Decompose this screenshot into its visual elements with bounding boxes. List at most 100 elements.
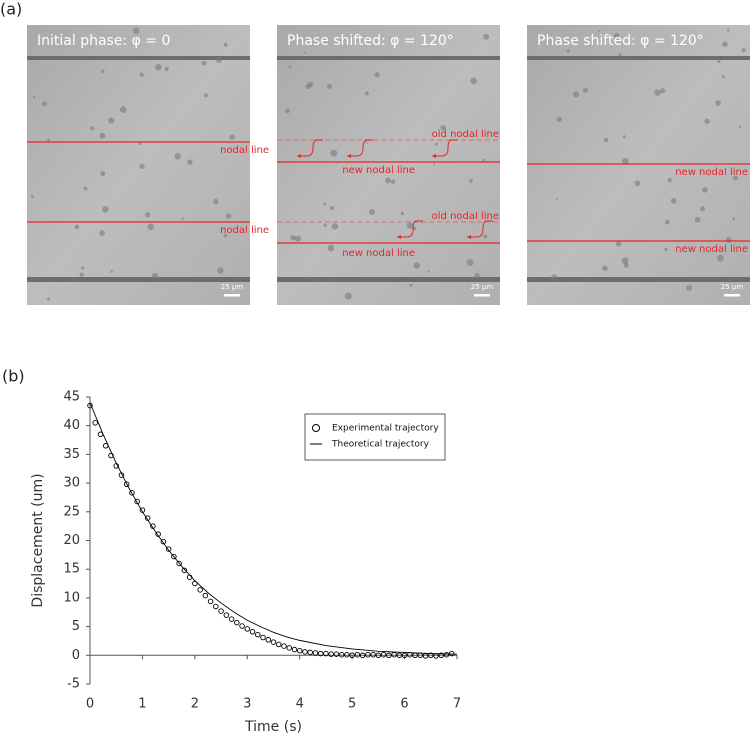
particle (664, 219, 670, 225)
data-point (129, 490, 135, 496)
image-title: Phase shifted: φ = 120° (287, 33, 454, 49)
particle (555, 198, 558, 201)
panel-label: (b) (2, 367, 25, 386)
particle (164, 66, 169, 72)
particle (223, 42, 228, 47)
particle (667, 177, 672, 183)
particle (725, 237, 732, 243)
legend-label: Theoretical trajectory (331, 440, 430, 450)
particle (323, 223, 327, 227)
data-point (92, 420, 98, 426)
particle (138, 142, 142, 146)
data-point (286, 645, 292, 651)
data-point (291, 646, 298, 653)
image-title: Phase shifted: φ = 120° (537, 33, 704, 49)
channel-wall (277, 277, 500, 282)
particle (686, 284, 693, 291)
data-point (428, 652, 434, 659)
micrograph: Phase shifted: φ = 120° new nodal line new… (527, 25, 750, 305)
particle (427, 270, 430, 273)
data-point (160, 538, 167, 545)
particle (470, 77, 478, 85)
data-point (239, 623, 245, 629)
particle (704, 118, 710, 124)
channel-wall (277, 56, 500, 60)
data-point (302, 649, 308, 655)
particle (42, 101, 47, 107)
annotation: old nodal line (432, 211, 499, 222)
particle (364, 91, 369, 96)
arrow-head (432, 154, 436, 158)
particle (566, 49, 571, 53)
particle (217, 267, 224, 274)
particle (618, 53, 622, 57)
particle (223, 233, 228, 238)
legend-symbol (312, 424, 320, 432)
panel-label: (a) (0, 0, 22, 19)
particle (344, 292, 352, 300)
y-tick-label: 25 (63, 504, 80, 519)
particle (47, 138, 50, 142)
particle (83, 186, 88, 191)
shift-arrow (347, 139, 373, 157)
particle (327, 244, 335, 252)
data-point (438, 652, 445, 659)
particle (90, 126, 95, 131)
y-tick-label: 15 (63, 562, 80, 577)
shift-arrow (397, 220, 423, 238)
particle (702, 186, 708, 193)
trend-line (89, 402, 458, 655)
particle (726, 29, 730, 32)
x-tick-label: 3 (243, 697, 251, 712)
y-tick-label: 10 (63, 590, 80, 605)
particle (154, 63, 162, 71)
arrow-head (397, 235, 401, 239)
y-tick-label: -5 (67, 677, 80, 692)
particle (323, 202, 326, 206)
channel-wall (27, 277, 250, 282)
data-point (422, 653, 429, 659)
data-point (359, 652, 366, 659)
particle (732, 217, 736, 221)
y-tick-label: 20 (63, 533, 80, 548)
particle (33, 95, 36, 99)
data-point (380, 651, 387, 658)
particle (556, 116, 563, 123)
data-point (171, 553, 177, 560)
particle (30, 194, 34, 199)
particle (331, 223, 339, 230)
annotation: new nodal line (675, 244, 748, 255)
data-point (207, 598, 214, 605)
particle (119, 106, 127, 113)
y-axis-title: Displacement (um) (30, 473, 46, 607)
y-tick-label: 40 (63, 418, 80, 433)
particle (213, 198, 219, 205)
particle (305, 84, 311, 90)
data-point (270, 639, 277, 645)
data-point (349, 652, 355, 659)
data-point (123, 481, 130, 487)
scale-label: 25 µm (471, 283, 494, 291)
particle (440, 124, 447, 131)
image-background (527, 25, 750, 305)
data-point (249, 629, 256, 635)
data-point (312, 650, 319, 656)
particle (738, 125, 741, 128)
data-point (386, 652, 392, 659)
particle (573, 91, 580, 98)
data-point (344, 651, 350, 658)
micrograph: Phase shifted: φ = 120° old nodal line new… (277, 25, 500, 305)
data-point (134, 498, 140, 505)
particle (304, 276, 307, 280)
particle (290, 234, 296, 241)
data-point (275, 641, 282, 648)
particle (715, 100, 721, 106)
particle (294, 235, 302, 242)
data-point (155, 531, 161, 537)
particle (101, 206, 109, 213)
particle (551, 274, 558, 281)
data-point (328, 651, 334, 657)
y-tick-label: 30 (63, 476, 80, 491)
data-point (213, 603, 219, 610)
